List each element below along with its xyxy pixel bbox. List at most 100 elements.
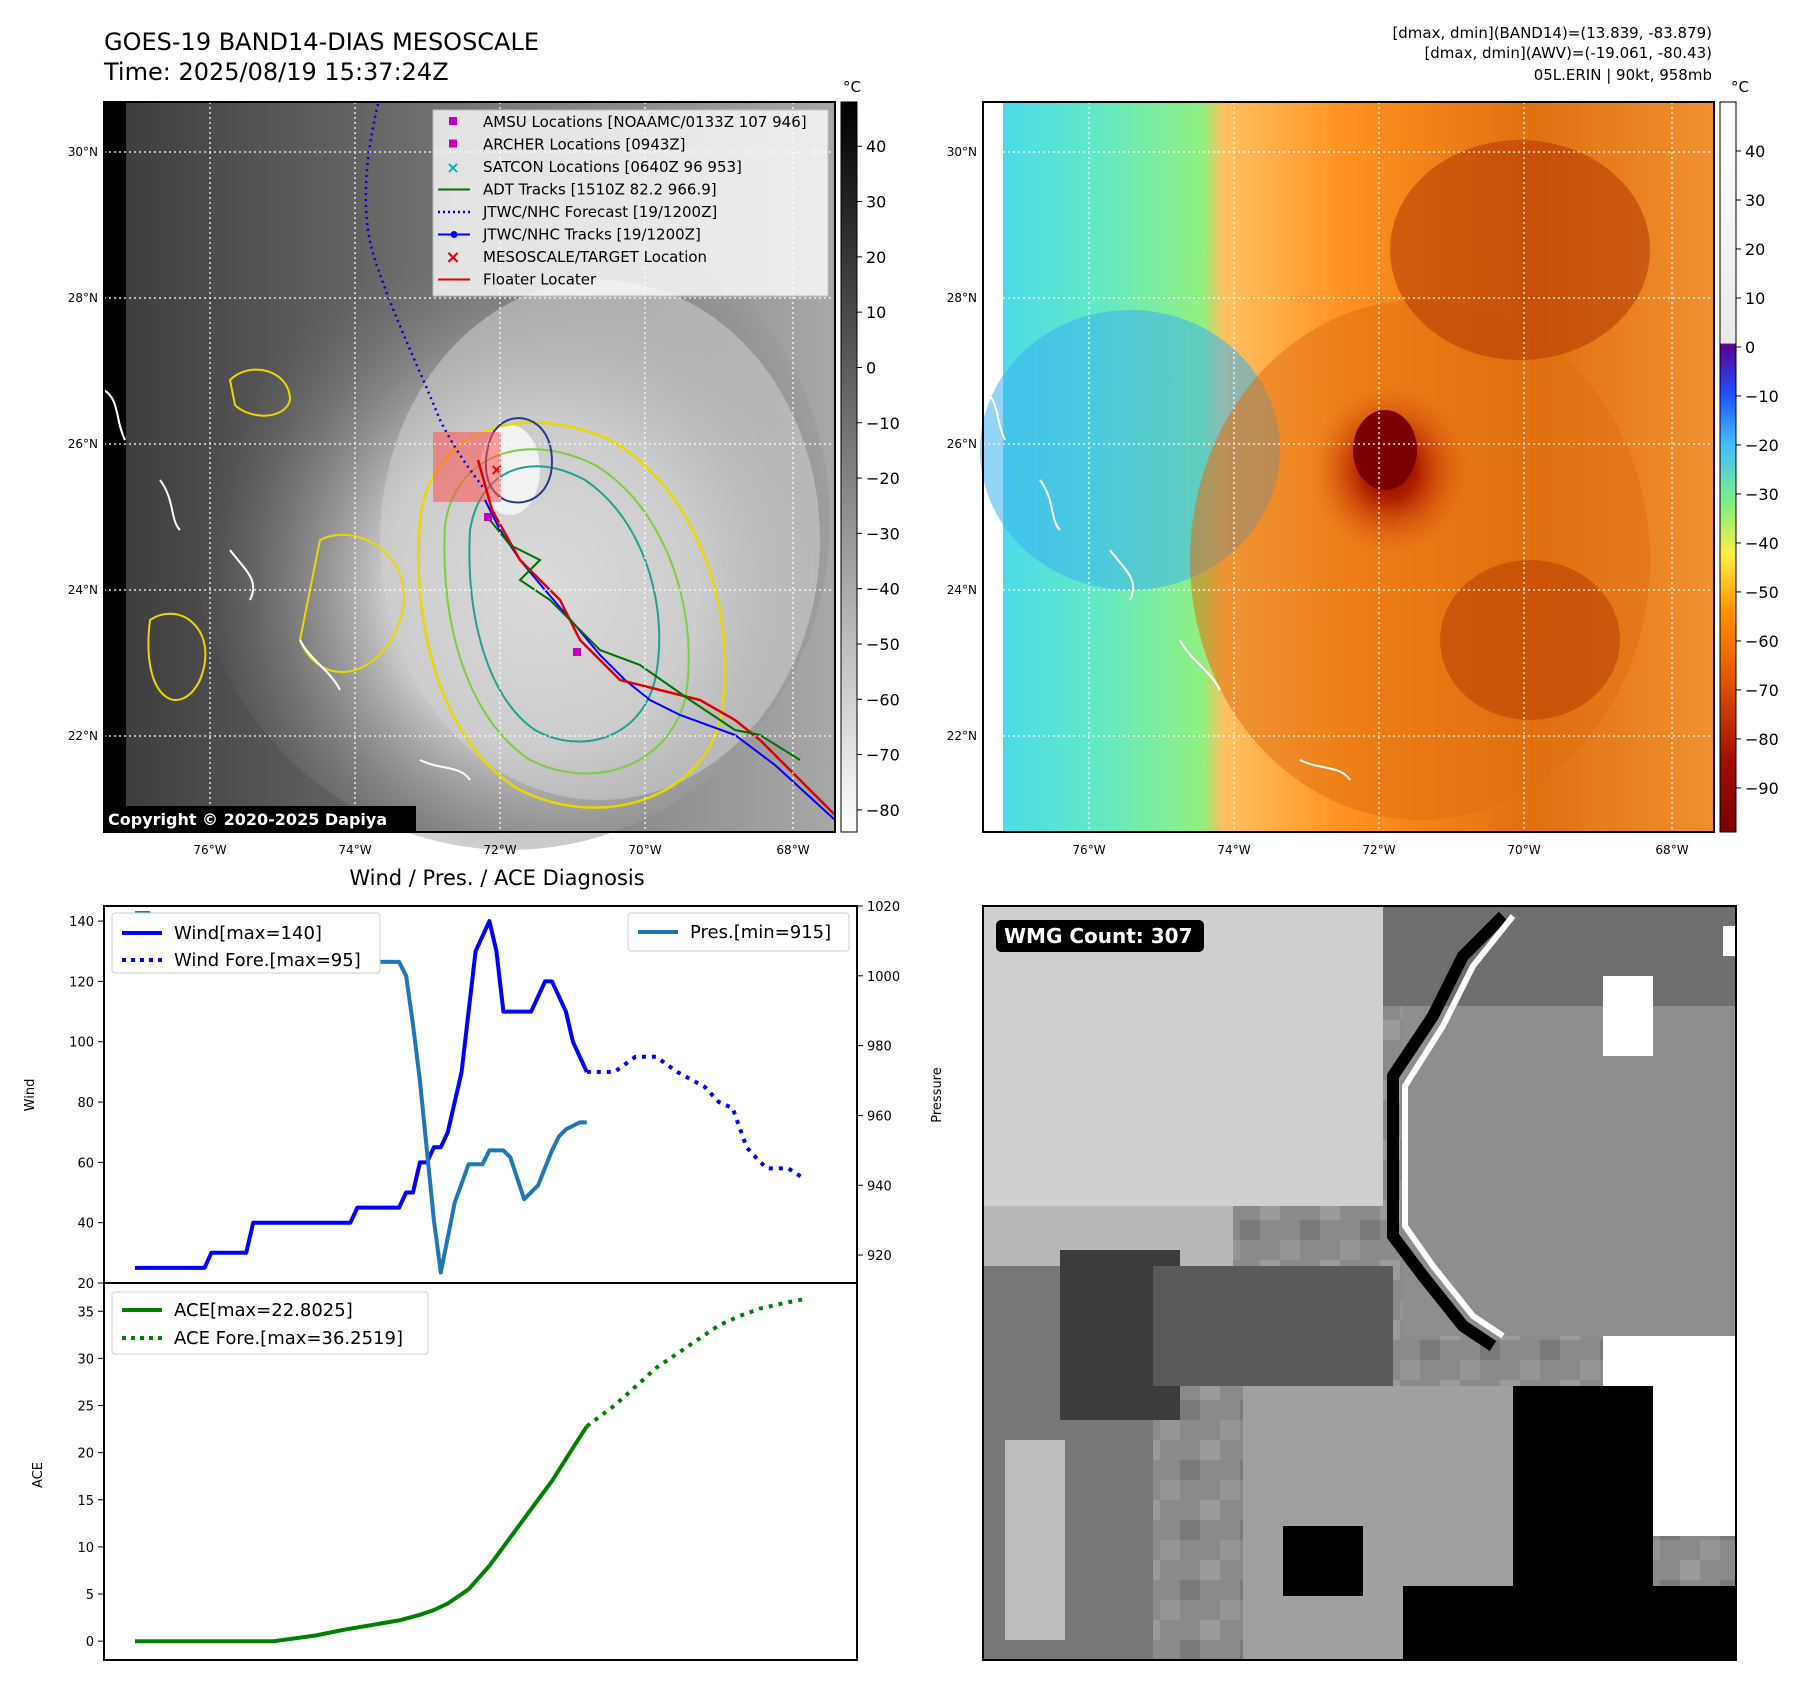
wind-ylabel: Wind: [23, 1079, 38, 1112]
lat-label: 30°N: [947, 145, 977, 159]
colorbar-tick: 20: [866, 248, 886, 267]
colorbar-tick: 10: [1745, 289, 1765, 308]
info-awv: [dmax, dmin](AWV)=(-19.061, -80.43): [1424, 44, 1712, 62]
lat-label: 22°N: [68, 729, 98, 743]
ir-lon-labels: 76°W 74°W 72°W 70°W 68°W: [193, 843, 809, 857]
colorbar-tick: −40: [1745, 534, 1779, 553]
lon-label: 70°W: [1507, 843, 1540, 857]
colorbar-tick: 0: [1745, 338, 1755, 357]
pressure-ylabel: Pressure: [930, 1067, 945, 1123]
legend-label: JTWC/NHC Tracks [19/1200Z]: [482, 226, 701, 244]
legend-wind-forecast: Wind Fore.[max=95]: [174, 950, 361, 971]
legend-label: SATCON Locations [0640Z 96 953]: [483, 158, 742, 176]
figure-time: Time: 2025/08/19 15:37:24Z: [103, 58, 449, 86]
ace-legend: ACE[max=22.8025] ACE Fore.[max=36.2519]: [111, 1291, 429, 1355]
enhanced-lon-labels: 76°W 74°W 72°W 70°W 68°W: [1072, 843, 1688, 857]
ace-tick: 35: [77, 1305, 94, 1320]
lat-label: 28°N: [947, 291, 977, 305]
lon-label: 76°W: [193, 843, 226, 857]
ace-ylabel: ACE: [31, 1462, 46, 1488]
colorbar-tick: 0: [866, 358, 876, 377]
info-band14: [dmax, dmin](BAND14)=(13.839, -83.879): [1392, 24, 1712, 42]
lat-label: 26°N: [68, 437, 98, 451]
colorbar-tick: 40: [866, 137, 886, 156]
lon-label: 72°W: [483, 843, 516, 857]
wind-tick: 100: [69, 1036, 94, 1051]
legend-label: ARCHER Locations [0943Z]: [483, 136, 686, 154]
wind-tick: 40: [77, 1217, 94, 1232]
colorbar-tick: −90: [1745, 779, 1779, 798]
lon-label: 72°W: [1362, 843, 1395, 857]
figure-title: GOES-19 BAND14-DIAS MESOSCALE: [104, 28, 539, 56]
colorbar-tick: −70: [1745, 681, 1779, 700]
ace-tick: 25: [77, 1400, 94, 1415]
ir-map-panel: × Copyright © 2020-2025 Dapiya AMSU Loca…: [103, 101, 836, 850]
colorbar-tick: −80: [866, 801, 900, 820]
legend-label: Floater Locater: [483, 271, 597, 289]
legend-ace: ACE[max=22.8025]: [174, 1300, 353, 1321]
ace-tick: 5: [86, 1588, 94, 1603]
pressure-tick: 1020: [867, 900, 900, 915]
lon-label: 74°W: [338, 843, 371, 857]
legend-wind: Wind[max=140]: [174, 923, 322, 944]
colorbar-tick: 40: [1745, 142, 1765, 161]
colorbar-tick: −50: [1745, 583, 1779, 602]
legend-symbol: [449, 117, 457, 125]
colorbar-tick: −50: [866, 635, 900, 654]
color-colorbar: °C 40 30 20 10 0 −10 −20 −30 −40 −50 −60 −70 −80 −90: [1719, 78, 1779, 833]
series-wind: [135, 919, 589, 1270]
lon-label: 68°W: [1655, 843, 1688, 857]
legend-label: ADT Tracks [1510Z 82.2 966.9]: [483, 181, 717, 199]
colorbar-tick: 30: [866, 193, 886, 212]
colorbar-tick: −80: [1745, 730, 1779, 749]
pressure-tick: 960: [867, 1109, 892, 1124]
legend-symbol: [449, 139, 457, 148]
series-wind-fore-: [586, 1054, 804, 1180]
pressure-tick: 920: [867, 1249, 892, 1264]
enhanced-storm-eye: [1353, 410, 1417, 490]
adt-track: [489, 519, 801, 761]
lon-label: 70°W: [628, 843, 661, 857]
color-colorbar-unit: °C: [1731, 78, 1749, 96]
wind-legend: Wind[max=140] Wind Fore.[max=95]: [111, 912, 381, 974]
amsu-marker: [573, 648, 581, 656]
ace-tick: 20: [77, 1447, 94, 1462]
copyright-label: Copyright © 2020-2025 Dapiya: [108, 810, 387, 829]
lat-label: 24°N: [68, 583, 98, 597]
colorbar-tick: −30: [866, 524, 900, 543]
colorbar-tick: −30: [1745, 485, 1779, 504]
lon-label: 68°W: [776, 843, 809, 857]
gray-colorbar-unit: °C: [843, 78, 861, 96]
lat-label: 30°N: [68, 145, 98, 159]
legend-ace-forecast: ACE Fore.[max=36.2519]: [174, 1328, 403, 1349]
colorbar-tick: 10: [866, 303, 886, 322]
wmg-panel: WMG Count: 307: [982, 905, 1737, 1661]
colorbar-tick: −10: [1745, 387, 1779, 406]
wind-tick: 60: [77, 1156, 94, 1171]
series-ace-fore-: [585, 1297, 803, 1428]
lon-label: 76°W: [1072, 843, 1105, 857]
legend-label: AMSU Locations [NOAAMC/0133Z 107 946]: [483, 113, 807, 131]
map-legend: AMSU Locations [NOAAMC/0133Z 107 946] ARC…: [432, 109, 829, 297]
floater-track: [476, 459, 836, 816]
colorbar-tick: −20: [866, 469, 900, 488]
wind-tick: 20: [77, 1277, 94, 1292]
legend-symbol: ×: [446, 158, 459, 177]
lat-label: 26°N: [947, 437, 977, 451]
info-storm: 05L.ERIN | 90kt, 958mb: [1534, 66, 1712, 84]
wind-tick: 140: [69, 915, 94, 930]
colorbar-tick: −60: [1745, 632, 1779, 651]
colorbar-tick: 30: [1745, 191, 1765, 210]
enhanced-lat-labels: 30°N 28°N 26°N 24°N 22°N: [947, 145, 977, 743]
colorbar-tick: −40: [866, 580, 900, 599]
wmg-count-label: WMG Count: 307: [1004, 924, 1193, 948]
ace-tick: 10: [77, 1541, 94, 1556]
lat-label: 24°N: [947, 583, 977, 597]
forecast-track: [364, 103, 487, 491]
ace-tick: 30: [77, 1352, 94, 1367]
pressure-tick: 940: [867, 1179, 892, 1194]
pressure-tick: 980: [867, 1040, 892, 1055]
legend-pressure: Pres.[min=915]: [690, 922, 831, 943]
series-ace: [135, 1425, 589, 1644]
colorbar-tick: −20: [1745, 436, 1779, 455]
